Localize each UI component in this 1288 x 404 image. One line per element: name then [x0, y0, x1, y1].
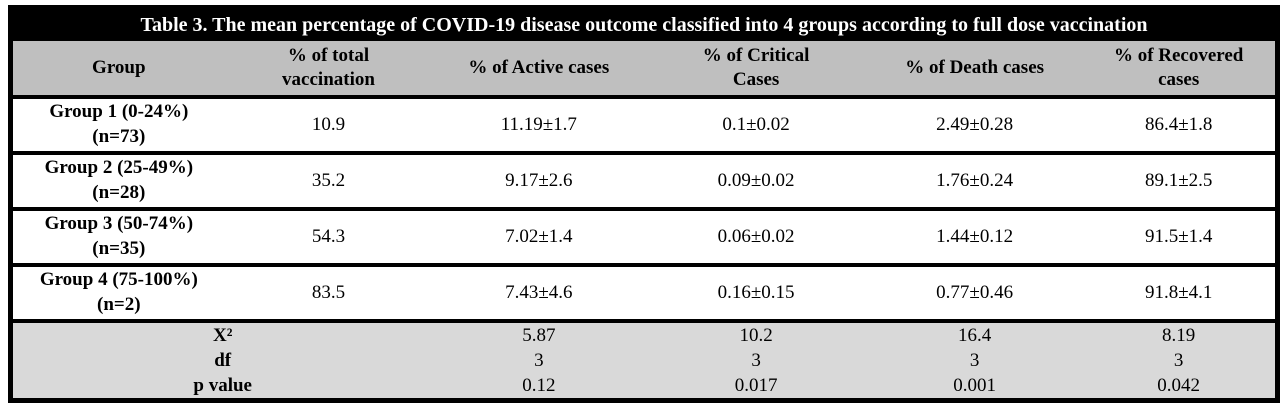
table-row-group-2: Group 2 (25-49%) (n=28) 35.2 9.17±2.6 0.…	[10, 153, 1278, 211]
stats-row-df: df 3 3 3 3	[10, 348, 1278, 373]
total-vaccination-cell: 54.3	[224, 209, 433, 267]
table-row-group-4: Group 4 (75-100%) (n=2) 83.5 7.43±4.6 0.…	[10, 265, 1278, 323]
death-cases-cell: 1.76±0.24	[866, 153, 1083, 211]
column-header-group: Group	[10, 41, 225, 99]
stat-label: p value	[193, 374, 252, 396]
table-title: Table 3. The mean percentage of COVID-19…	[10, 7, 1278, 41]
critical-cases-cell: 0.1±0.02	[645, 97, 867, 155]
active-cases-cell: 9.17±2.6	[432, 153, 646, 211]
column-header-death-cases: % of Death cases	[866, 41, 1083, 99]
stat-value-active: 0.12	[522, 374, 556, 396]
total-vaccination-cell: 35.2	[224, 153, 433, 211]
covid-outcome-table: Table 3. The mean percentage of COVID-19…	[8, 5, 1280, 403]
stats-row-chi-square: X² 5.87 10.2 16.4 8.19	[10, 321, 1278, 348]
column-header-active-cases: % of Active cases	[432, 41, 646, 99]
active-cases-cell: 7.02±1.4	[432, 209, 646, 267]
recovered-cases-cell: 89.1±2.5	[1082, 153, 1278, 211]
recovered-cases-cell: 91.5±1.4	[1082, 209, 1278, 267]
table-row-group-3: Group 3 (50-74%) (n=35) 54.3 7.02±1.4 0.…	[10, 209, 1278, 267]
stat-value-active: 5.87	[522, 324, 556, 346]
death-cases-cell: 0.77±0.46	[866, 265, 1083, 323]
group-cell: Group 2 (25-49%) (n=28)	[10, 153, 225, 211]
stat-value-death: 3	[969, 349, 980, 371]
recovered-cases-cell: 86.4±1.8	[1082, 97, 1278, 155]
group-cell: Group 4 (75-100%) (n=2)	[10, 265, 225, 323]
stat-value-recovered: 8.19	[1162, 324, 1196, 346]
total-vaccination-cell: 83.5	[224, 265, 433, 323]
stat-value-critical: 0.017	[734, 374, 778, 396]
stat-label: df	[214, 349, 232, 371]
group-cell: Group 1 (0-24%) (n=73)	[10, 97, 225, 155]
total-vaccination-cell: 10.9	[224, 97, 433, 155]
stat-value-death: 0.001	[953, 374, 997, 396]
column-header-critical-cases: % of Critical Cases	[645, 41, 867, 99]
critical-cases-cell: 0.09±0.02	[645, 153, 867, 211]
stat-value-death: 16.4	[958, 324, 992, 346]
column-header-recovered-cases: % of Recovered cases	[1082, 41, 1278, 99]
group-cell: Group 3 (50-74%) (n=35)	[10, 209, 225, 267]
critical-cases-cell: 0.06±0.02	[645, 209, 867, 267]
active-cases-cell: 11.19±1.7	[432, 97, 646, 155]
stats-row-p-value: p value 0.12 0.017 0.001 0.042	[10, 373, 1278, 401]
active-cases-cell: 7.43±4.6	[432, 265, 646, 323]
stat-label: X²	[212, 324, 233, 346]
table-row-group-1: Group 1 (0-24%) (n=73) 10.9 11.19±1.7 0.…	[10, 97, 1278, 155]
death-cases-cell: 1.44±0.12	[866, 209, 1083, 267]
critical-cases-cell: 0.16±0.15	[645, 265, 867, 323]
stat-value-recovered: 0.042	[1157, 374, 1201, 396]
column-header-total-vaccination: % of total vaccination	[224, 41, 433, 99]
death-cases-cell: 2.49±0.28	[866, 97, 1083, 155]
stat-value-critical: 10.2	[739, 324, 773, 346]
recovered-cases-cell: 91.8±4.1	[1082, 265, 1278, 323]
stat-value-recovered: 3	[1173, 349, 1184, 371]
stat-value-critical: 3	[751, 349, 761, 371]
stat-value-active: 3	[534, 349, 544, 371]
